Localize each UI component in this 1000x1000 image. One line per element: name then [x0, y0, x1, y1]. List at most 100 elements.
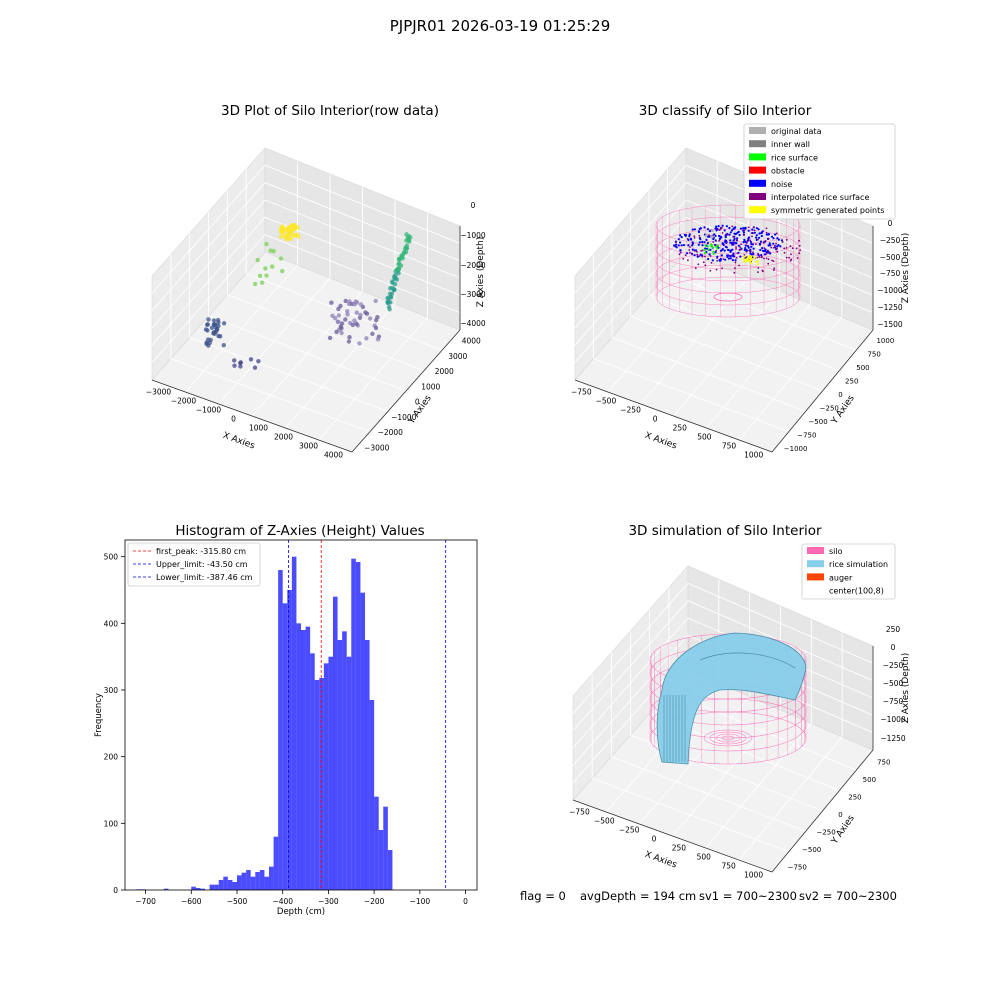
panel2-z-label: Z Axies (Depth) — [901, 233, 911, 304]
gridline — [574, 165, 687, 294]
histogram-y-tick: 100 — [104, 819, 119, 828]
panel2-interpolated-point — [765, 257, 768, 260]
panel2-x-tick: −750 — [571, 388, 592, 397]
panel1-point — [343, 298, 348, 304]
panel2-noise-point — [751, 243, 755, 246]
panel2-symmetric-point — [742, 258, 745, 261]
panel2-interpolated-point — [753, 229, 756, 232]
panel2-interpolated-point — [704, 255, 706, 258]
panel2-noise-point — [732, 239, 735, 242]
panel2-noise-point — [746, 239, 750, 242]
panel4-axes: −750 −500 −250 0 250 500 750 1000 −750 −500 −250 0 2… — [569, 565, 911, 880]
panel1-point — [252, 281, 258, 287]
histogram-x-label: Depth (cm) — [277, 907, 325, 917]
panel2-interpolated-point — [795, 247, 798, 250]
panel2-legend-label: interpolated rice surface — [771, 193, 869, 202]
panel1-point — [364, 336, 369, 341]
histogram-x-tick: 0 — [463, 897, 468, 906]
histogram-frame — [124, 539, 478, 891]
panel2-interpolated-point — [687, 259, 689, 262]
histogram-bar — [191, 886, 196, 890]
panel2-interpolated-point — [675, 241, 677, 244]
panel2-interpolated-point — [712, 241, 715, 243]
panel2-interpolated-point — [757, 271, 759, 273]
panel2-interpolated-point — [720, 226, 723, 229]
panel2-noise-point — [779, 245, 782, 248]
panel2-y-tick: −500 — [808, 418, 827, 426]
panel1-y-tick: −2000 — [378, 428, 404, 437]
panel2-noise-point — [697, 230, 701, 233]
panel2-legend-label: inner wall — [771, 140, 810, 149]
panel2-noise-point — [715, 229, 718, 232]
panel2-noise-point — [711, 259, 714, 262]
panel2-noise-point — [739, 255, 742, 258]
panel2-interpolated-point — [721, 267, 723, 270]
panel2-interpolated-point — [698, 255, 701, 257]
panel2-noise-point — [703, 241, 706, 244]
panel2-noise-point — [726, 255, 729, 258]
panel2-noise-point — [728, 226, 731, 230]
histogram-y-tick: 0 — [113, 886, 118, 895]
panel4-silo-floor-ring — [709, 731, 747, 745]
histogram-bar — [319, 678, 324, 890]
panel2-legend-label: rice surface — [771, 153, 818, 162]
panel2-interpolated-point — [736, 252, 739, 255]
panel1-point — [221, 343, 226, 348]
panel2-interpolated-point — [765, 232, 768, 234]
panel2-interpolated-point — [755, 243, 757, 246]
panel2-noise-point — [705, 238, 708, 241]
panel1-point — [347, 335, 352, 340]
panel2-noise-point — [744, 244, 747, 247]
panel1-z-tick: 0 — [471, 201, 476, 210]
panel1-point — [279, 229, 284, 235]
panel2-symmetric-point — [756, 260, 759, 263]
panel2-legend-swatch — [749, 179, 766, 187]
panel2-z-tick: −500 — [880, 253, 901, 262]
panel2-interpolated-point — [757, 267, 760, 269]
panel2-noise-point — [752, 247, 755, 250]
panel2-noise-point — [734, 226, 737, 229]
panel2-noise-point — [758, 232, 761, 235]
panel2-noise-point — [691, 248, 695, 251]
panel4-x-tick: 0 — [652, 835, 657, 844]
panel1-y-tick: 2000 — [435, 367, 454, 376]
panel1-z-tick: −3000 — [460, 290, 486, 299]
panel1-point — [278, 256, 284, 261]
panel1-axes: −3000−2000−100001000200030004000−3000−20… — [146, 147, 486, 460]
panel2-y-tick: 1000 — [876, 337, 894, 345]
panel2-x-tick: 0 — [653, 415, 658, 424]
histogram-bar — [291, 556, 297, 890]
panel4-silo-floor-ring — [703, 729, 753, 747]
panel2-interpolated-point — [762, 241, 765, 244]
panel2-interpolated-point — [747, 226, 750, 229]
histogram-bar — [264, 876, 269, 890]
panel1-point — [292, 223, 297, 228]
panel1-point — [207, 340, 212, 345]
panel2-interpolated-point — [791, 247, 794, 250]
panel2-interpolated-point — [739, 246, 742, 249]
panel1-point — [279, 234, 284, 239]
panel1-point — [352, 302, 357, 307]
panel2-interpolated-point — [762, 270, 764, 273]
panel2-noise-point — [731, 259, 735, 262]
panel4-z-tick: −750 — [883, 697, 904, 706]
panel2-rice-point — [703, 248, 706, 251]
panel2-noise-point — [769, 244, 772, 247]
histogram-bar — [255, 872, 260, 890]
panel2-noise-point — [755, 227, 759, 230]
panel2-interpolated-point — [767, 262, 770, 265]
gridline — [151, 165, 266, 294]
panel4-x-tick: −500 — [594, 817, 615, 826]
panel4-x-tick: −250 — [619, 826, 640, 835]
panel2-noise-point — [755, 236, 758, 239]
panel1-point — [350, 322, 355, 328]
panel1-point — [255, 257, 260, 263]
histogram-bar — [269, 866, 274, 890]
panel2-interpolated-point — [752, 251, 754, 254]
panel1-point — [280, 268, 285, 274]
histogram-y-tick: 500 — [104, 553, 119, 562]
panel2-interpolated-point — [757, 238, 759, 241]
panel1-point — [374, 318, 379, 323]
panel4-rice-mesh — [699, 652, 796, 669]
panel2-noise-point — [776, 237, 779, 240]
